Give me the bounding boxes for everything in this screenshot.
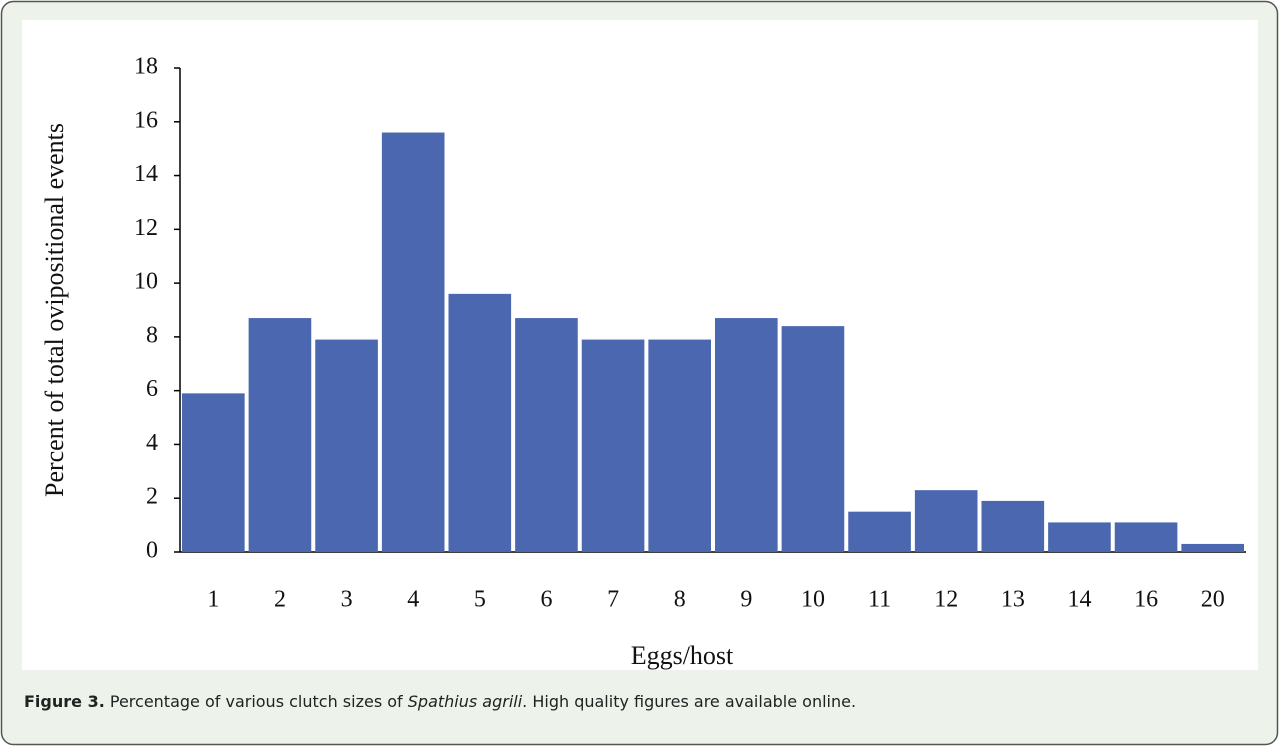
y-tick-label: 14: [134, 161, 158, 187]
x-tick-label: 3: [341, 587, 353, 613]
x-tick-label: 12: [934, 587, 958, 613]
x-tick-label: 4: [407, 587, 419, 613]
bar: [848, 511, 911, 552]
y-tick-label: 12: [134, 215, 158, 241]
x-tick-label: 8: [674, 587, 686, 613]
x-tick-label: 10: [801, 587, 825, 613]
bar: [1114, 522, 1178, 552]
caption-species: Spathius agrili: [408, 692, 523, 711]
y-tick-label: 10: [134, 269, 158, 295]
bar: [648, 339, 711, 552]
x-tick-label: 11: [868, 587, 891, 613]
y-tick-label: 4: [146, 430, 158, 456]
y-tick-label: 8: [146, 322, 158, 348]
caption-label: Figure 3.: [24, 692, 105, 711]
bar: [248, 318, 312, 552]
y-axis-title: Percent of total ovipositional events: [40, 123, 69, 497]
x-tick-label: 9: [740, 587, 752, 613]
bar: [182, 393, 245, 552]
x-tick-label: 6: [540, 587, 552, 613]
x-axis-title: Eggs/host: [631, 641, 734, 670]
x-tick-label: 16: [1134, 587, 1158, 613]
x-tick-label: 14: [1067, 587, 1091, 613]
bar: [1181, 543, 1244, 552]
caption-text: Percentage of various clutch sizes of: [105, 692, 408, 711]
bar: [381, 132, 445, 553]
bar: [581, 339, 645, 552]
x-tick-label: 20: [1201, 587, 1225, 613]
y-tick-label: 0: [146, 538, 158, 564]
x-tick-label: 1: [207, 587, 219, 613]
y-tick-label: 16: [134, 107, 158, 133]
bar: [981, 500, 1045, 552]
y-tick-label: 6: [146, 376, 158, 402]
bar: [1048, 522, 1111, 552]
bar: [515, 318, 578, 552]
x-tick-label: 7: [607, 587, 619, 613]
caption-text: . High quality figures are available onl…: [522, 692, 856, 711]
y-tick-label: 2: [146, 484, 158, 510]
bar: [448, 293, 512, 552]
bar: [914, 490, 978, 552]
x-tick-label: 13: [1001, 587, 1025, 613]
bar: [781, 326, 845, 552]
bar: [315, 339, 378, 552]
x-tick-label: 2: [274, 587, 286, 613]
bar: [715, 318, 778, 552]
y-tick-label: 18: [134, 54, 158, 80]
x-tick-label: 5: [474, 587, 486, 613]
caption: Figure 3. Percentage of various clutch s…: [24, 692, 856, 711]
